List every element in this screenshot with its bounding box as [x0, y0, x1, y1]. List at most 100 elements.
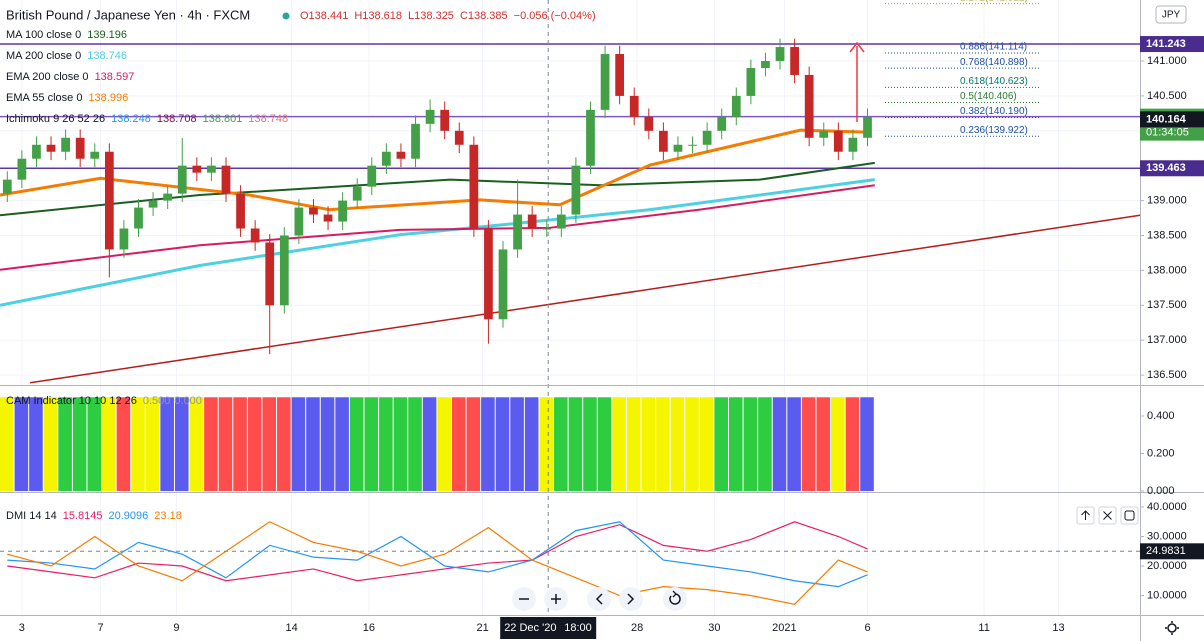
candle-body: [192, 165, 202, 173]
cam-bar: [743, 397, 758, 492]
currency-box[interactable]: [1155, 5, 1187, 24]
legend-value: 139.196: [87, 29, 127, 41]
indicator-line: [0, 184, 875, 271]
market-status-dot: [282, 12, 290, 20]
icon: [1165, 621, 1179, 635]
price-tag-label: 141.243: [1146, 38, 1186, 50]
legend-name: MA 100 close 0: [6, 29, 81, 41]
candle-body: [61, 137, 70, 152]
candle-body: [323, 214, 333, 222]
cam-bar: [131, 397, 145, 492]
candle-body: [309, 207, 318, 215]
cam-bar: [685, 397, 699, 492]
candle-body: [819, 130, 829, 138]
candle-body: [600, 54, 610, 110]
candle-body: [440, 109, 450, 131]
cam-bar: [714, 397, 728, 492]
cam-bar: [189, 397, 204, 492]
crosshair-price-label: 24.9831: [1146, 545, 1186, 557]
cam-bar: [0, 397, 14, 492]
candle-body: [586, 109, 595, 166]
candle-body: [746, 67, 756, 96]
cam-bar: [495, 397, 510, 492]
x-tick-label: 3: [19, 622, 25, 634]
cam-bar: [656, 397, 670, 492]
crosshair-date: 22 Dec '20: [504, 622, 556, 634]
crosshair-price-tag: [1140, 543, 1204, 560]
cam-bar: [670, 397, 685, 492]
scroll-right-button[interactable]: [619, 587, 643, 611]
cam-bar: [335, 397, 349, 492]
cam-bar: [510, 397, 524, 492]
reset-button[interactable]: [663, 587, 687, 611]
icon: [627, 593, 635, 605]
candle-body: [279, 235, 289, 306]
currency-label: JPY: [1162, 10, 1181, 21]
cam-bar: [160, 397, 174, 492]
cam-bar: [233, 397, 247, 492]
x-tick-label: 6: [864, 622, 870, 634]
icon: [595, 593, 603, 605]
x-tick-label: 9: [173, 622, 179, 634]
cam-bar: [772, 397, 787, 492]
candle-body: [469, 144, 479, 229]
legend-value: 20.9096: [109, 510, 149, 522]
y-tick-label: 0.000: [1147, 485, 1175, 497]
ohlc-value: H138.618: [354, 10, 402, 22]
cam-bar: [554, 397, 568, 492]
fib-label: 0.768(140.898): [960, 57, 1028, 68]
candle-body: [556, 214, 566, 229]
countdown-tag: [1140, 124, 1204, 141]
candle-body: [163, 193, 173, 201]
cam-bar: [481, 397, 495, 492]
y-tick-label: 20.0000: [1147, 560, 1187, 572]
cam-bar: [29, 397, 43, 492]
maximize-pane-button[interactable]: [1120, 506, 1139, 525]
icon: [1103, 511, 1112, 520]
legend-value: 0.000: [174, 395, 202, 407]
cam-bar: [451, 397, 466, 492]
dmi-line: [7, 521, 868, 582]
legend-value: 138.996: [88, 92, 128, 104]
ohlc-value: −0.056 (−0.04%): [514, 10, 596, 22]
candle-body: [148, 200, 158, 208]
y-tick-label: 136.500: [1147, 369, 1187, 381]
pane-title: DMI 14 14: [6, 510, 57, 522]
legend-name: MA 200 close 0: [6, 50, 81, 62]
pane-toolbar: [1076, 506, 1139, 525]
candle-body: [425, 109, 435, 124]
price-tag: [1140, 36, 1204, 53]
candle-body: [498, 249, 508, 320]
x-tick-label: 2021: [772, 622, 796, 634]
candle-body: [338, 200, 348, 222]
scroll-left-button[interactable]: [587, 587, 611, 611]
cam-bar: [408, 397, 422, 492]
candle-body: [367, 165, 377, 187]
arrow-head: [849, 41, 865, 53]
settings-button[interactable]: [1165, 621, 1179, 635]
cam-bar: [218, 397, 233, 492]
cam-bar: [43, 397, 58, 492]
cam-bar: [320, 397, 335, 492]
cam-bar: [116, 397, 131, 492]
crosshair-time-tag: [500, 617, 597, 639]
candle-body: [761, 61, 770, 68]
legend-value: 15.8145: [63, 510, 103, 522]
candle-body: [177, 165, 187, 194]
y-tick-label: 30.0000: [1147, 530, 1187, 542]
candle-body: [804, 74, 814, 138]
cam-bar: [422, 397, 437, 492]
icon: [551, 594, 561, 604]
price-tag: [1140, 160, 1204, 177]
candle-body: [659, 130, 668, 152]
plot-layer: 1.272(141.822) 0.886(141.114) 0.768(140.89…: [0, 0, 1141, 615]
y-tick-label: 0.200: [1147, 447, 1175, 459]
x-tick-label: 13: [1052, 622, 1064, 634]
x-tick-label: 11: [978, 622, 989, 634]
candle-body: [775, 47, 785, 62]
candle-body: [571, 165, 581, 215]
legend-value: 138.801: [203, 113, 243, 125]
cam-bar: [641, 397, 656, 492]
cam-bar: [597, 397, 612, 492]
